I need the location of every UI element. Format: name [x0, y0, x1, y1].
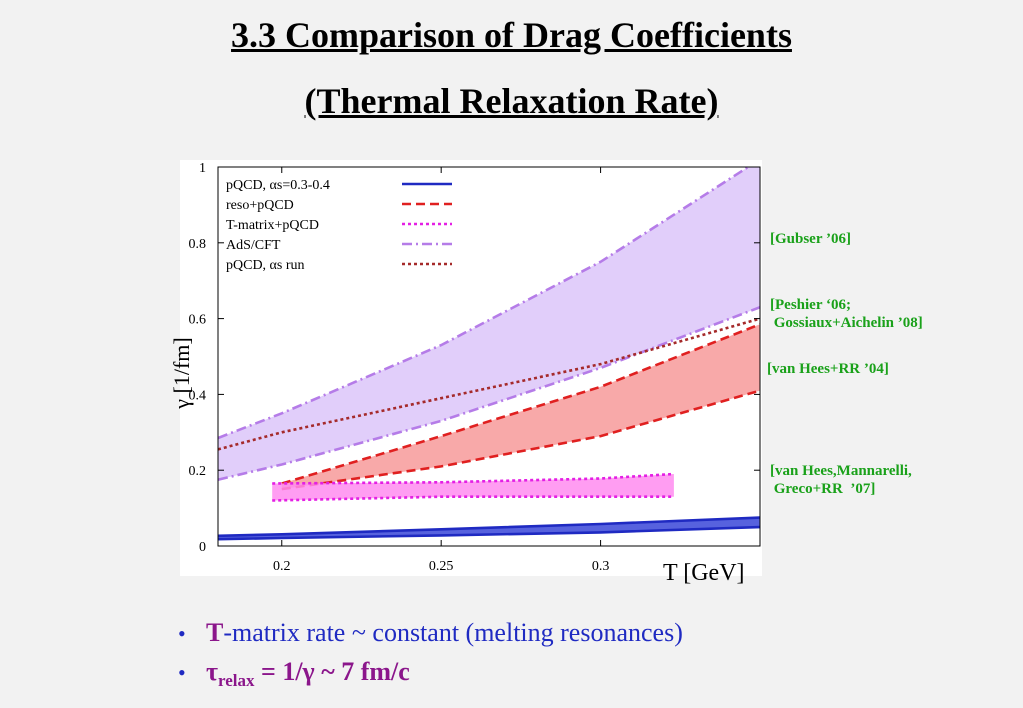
legend-label: pQCD, αs run	[226, 258, 305, 273]
y-axis-label: γ [1/fm]	[169, 337, 194, 409]
y-tick-label: 0.2	[189, 464, 207, 479]
slide-title: 3.3 Comparison of Drag Coefficients	[231, 15, 792, 55]
lower-line-ads-cft	[218, 305, 760, 481]
y-tick-label: 0.8	[189, 237, 207, 252]
band-reso-pqcd	[281, 324, 760, 490]
bullet-dot: •	[178, 621, 186, 646]
y-tick-label: 0.4	[189, 388, 207, 403]
bullet-text: -matrix rate ~ constant (melting resonan…	[223, 618, 683, 647]
upper-line-t-matrix-pqcd	[272, 472, 674, 485]
lower-line-t-matrix-pqcd	[272, 495, 674, 502]
ref-vanhees04: [van Hees+RR ’04]	[767, 361, 889, 377]
x-tick-label: 0.2	[273, 559, 291, 574]
legend-label: AdS/CFT	[226, 238, 281, 253]
bullet-text: = 1/γ ~ 7 fm/c	[254, 657, 410, 686]
upper-line-pqcd-s-0-3-0-4	[218, 516, 760, 538]
lower-line-pqcd-s-0-3-0-4	[218, 525, 760, 541]
band-t-matrix-pqcd	[272, 474, 674, 501]
slide-subtitle: (Thermal Relaxation Rate)	[304, 81, 719, 121]
bullet-emphasis: T	[206, 618, 224, 647]
tau-symbol: τ	[206, 657, 218, 686]
chart-area: 0 0.2 0.4 0.6 0.8 1 0.2 0.25 0.3 pQCD, αs=0.3-0.4…	[180, 160, 762, 576]
y-tick-label: 0.6	[189, 313, 207, 328]
bullet-dot: •	[178, 660, 186, 685]
ref-gubser: [Gubser ’06]	[770, 231, 851, 247]
y-tick-label: 0	[199, 540, 206, 555]
band-ads-cft	[218, 167, 760, 480]
line-pqcd-s-run	[218, 317, 760, 451]
y-tick-label: 1	[199, 161, 206, 176]
legend-label: reso+pQCD	[226, 198, 294, 213]
ref-peshier: [Peshier ‘06; Gossiaux+Aichelin ’08]	[770, 297, 923, 331]
lower-line-reso-pqcd	[281, 389, 760, 491]
legend-label: T-matrix+pQCD	[226, 218, 319, 233]
bullet-item: • T-matrix rate ~ constant (melting reso…	[178, 614, 683, 653]
x-tick-label: 0.3	[592, 559, 610, 574]
plot-frame	[217, 166, 761, 547]
drag-coefficient-chart: 0 0.2 0.4 0.6 0.8 1 0.2 0.25 0.3 pQCD, αs=0.3-0.4…	[189, 161, 761, 574]
bullet-item: • τrelax = 1/γ ~ 7 fm/c	[178, 653, 683, 700]
tau-subscript: relax	[217, 671, 255, 691]
legend-label: pQCD, αs=0.3-0.4	[226, 178, 330, 193]
upper-line-ads-cft	[218, 167, 751, 440]
ref-vanhees07: [van Hees,Mannarelli, Greco+RR ’07]	[770, 463, 912, 497]
x-axis-label: T [GeV]	[663, 560, 745, 586]
bullet-list: • T-matrix rate ~ constant (melting reso…	[178, 614, 683, 700]
x-tick-label: 0.25	[429, 559, 454, 574]
